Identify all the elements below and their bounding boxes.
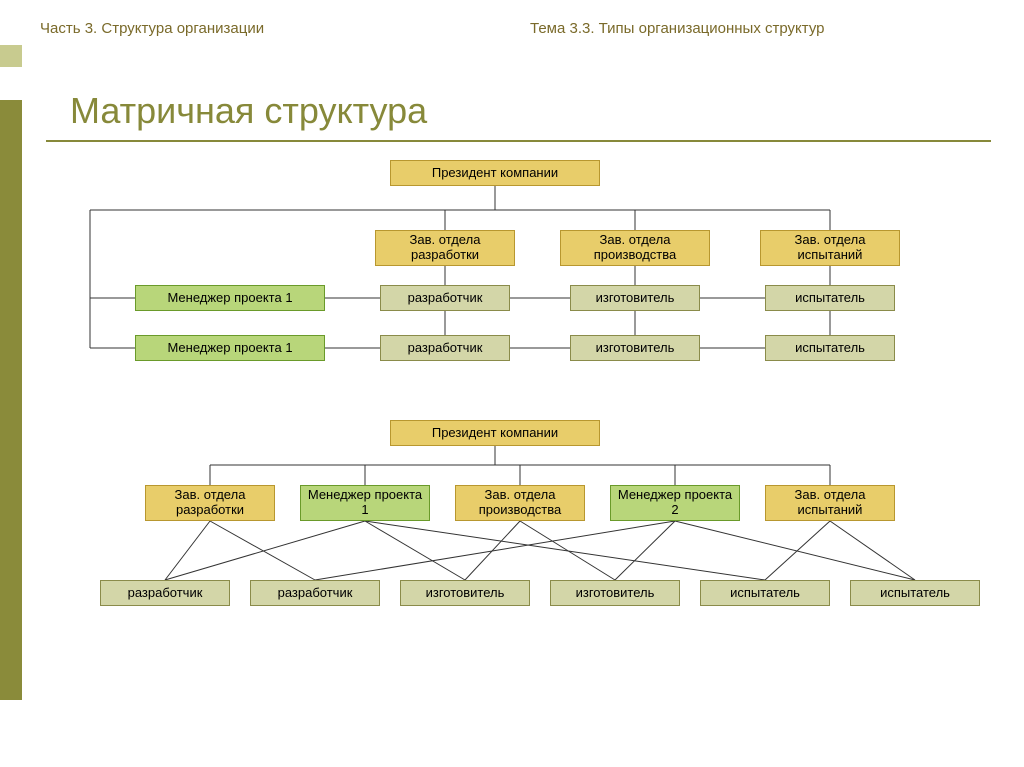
chart1-role-r1-1: изготовитель <box>570 285 700 311</box>
chart2-row2-5: испытатель <box>850 580 980 606</box>
header-left: Часть 3. Структура организации <box>40 20 264 37</box>
title-underline <box>46 140 991 142</box>
chart2-row1-1: Менеджер проекта 1 <box>300 485 430 521</box>
diagram-container: Президент компании Зав. отдела разработки… <box>40 150 1000 750</box>
chart1-manager-1: Менеджер проекта 1 <box>135 335 325 361</box>
chart2-row2-3: изготовитель <box>550 580 680 606</box>
chart1-role-r1-0: разработчик <box>380 285 510 311</box>
chart2-row1-4: Зав. отдела испытаний <box>765 485 895 521</box>
chart2-row2-0: разработчик <box>100 580 230 606</box>
chart1-manager-0: Менеджер проекта 1 <box>135 285 325 311</box>
chart1-head-1: Зав. отдела производства <box>560 230 710 266</box>
side-accent-bar <box>0 100 22 700</box>
chart1-head-0: Зав. отдела разработки <box>375 230 515 266</box>
chart1-role-r1-2: испытатель <box>765 285 895 311</box>
chart1-role-r2-2: испытатель <box>765 335 895 361</box>
page-title: Матричная структура <box>70 90 427 132</box>
chart2-president: Президент компании <box>390 420 600 446</box>
chart2-row2-1: разработчик <box>250 580 380 606</box>
chart2-row1-2: Зав. отдела производства <box>455 485 585 521</box>
header-right: Тема 3.3. Типы организационных структур <box>530 20 825 37</box>
chart2-row2-4: испытатель <box>700 580 830 606</box>
chart2-row2-2: изготовитель <box>400 580 530 606</box>
side-accent-square <box>0 45 22 67</box>
chart1-head-2: Зав. отдела испытаний <box>760 230 900 266</box>
chart1-role-r2-0: разработчик <box>380 335 510 361</box>
chart1-president: Президент компании <box>390 160 600 186</box>
chart2-row1-0: Зав. отдела разработки <box>145 485 275 521</box>
chart1-role-r2-1: изготовитель <box>570 335 700 361</box>
chart2-row1-3: Менеджер проекта 2 <box>610 485 740 521</box>
